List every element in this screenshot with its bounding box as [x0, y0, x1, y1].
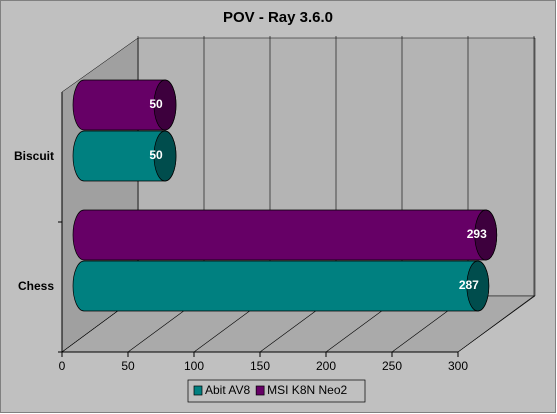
x-tick-label: 150 — [250, 359, 270, 373]
bar — [72, 209, 498, 261]
x-tick-label: 250 — [382, 359, 402, 373]
bar-end — [153, 79, 177, 131]
x-tick-label: 200 — [316, 359, 336, 373]
bar-end — [474, 209, 498, 261]
x-tick-label: 100 — [184, 359, 204, 373]
value-label: 50 — [149, 148, 163, 162]
floor-grid-line — [457, 295, 535, 353]
x-tick-label: 0 — [59, 359, 66, 373]
y-tick-label: Chess — [18, 279, 54, 293]
value-label: 287 — [459, 278, 479, 292]
legend-label: Abit AV8 — [205, 383, 250, 397]
bar-end — [466, 260, 490, 312]
bar — [72, 260, 490, 312]
y-tick-label: Biscuit — [14, 149, 54, 163]
x-tick-label: 50 — [121, 359, 135, 373]
legend-swatch — [255, 385, 265, 396]
bar-end — [153, 130, 177, 182]
legend-label: MSI K8N Neo2 — [267, 383, 347, 397]
legend-swatch — [193, 385, 203, 396]
value-label: 293 — [467, 227, 487, 241]
legend — [187, 379, 366, 403]
plot: 0 50 100 150 200 250 300 Chess 293 287 Biscuit 50 50 — [14, 36, 535, 373]
value-label: 50 — [149, 97, 163, 111]
x-tick-label: 300 — [448, 359, 468, 373]
chart-title: POV - Ray 3.6.0 — [223, 9, 333, 26]
